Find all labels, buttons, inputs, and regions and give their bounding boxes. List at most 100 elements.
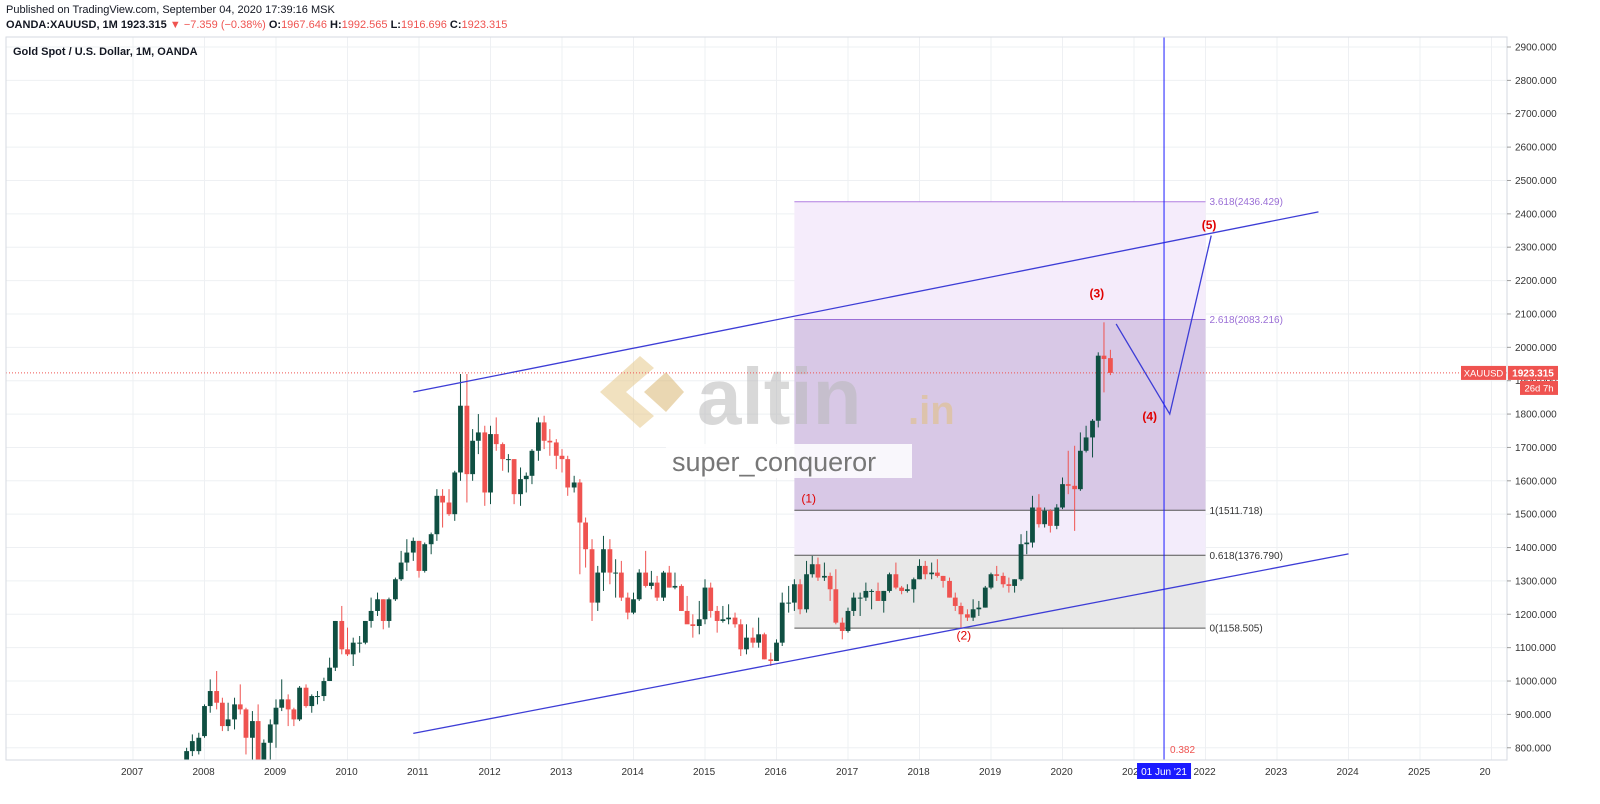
candle: [219, 697, 225, 732]
candle: [917, 559, 922, 580]
candle-body: [672, 585, 678, 588]
candle: [559, 449, 565, 473]
chart-title: Gold Spot / U.S. Dollar, 1M, OANDA: [13, 46, 198, 58]
candle-body: [893, 574, 899, 588]
candle: [833, 569, 839, 625]
candle-body: [422, 544, 428, 571]
price-tick-label: 1000.000: [1515, 677, 1557, 688]
candle-body: [196, 737, 202, 752]
candle-body: [350, 642, 356, 655]
candle: [482, 425, 488, 506]
candle-body: [428, 534, 434, 545]
candle: [267, 719, 273, 760]
candle: [196, 732, 202, 755]
time-tick-label: 202: [1122, 767, 1139, 778]
cursor-date-tag: [1137, 763, 1192, 779]
candle-body: [589, 549, 595, 603]
candle-body: [398, 562, 404, 580]
candle: [237, 684, 243, 715]
candle: [309, 694, 315, 713]
candle-body: [553, 442, 559, 456]
candle-body: [690, 624, 696, 626]
price-tick-label: 2900.000: [1515, 43, 1557, 54]
candle-body: [255, 721, 261, 760]
candle: [607, 539, 613, 585]
ohlc-header: OANDA:XAUUSD, 1M 1923.315 ▼ −7.359 (−0.3…: [6, 19, 507, 31]
candle: [350, 637, 356, 667]
time-tick-label: 2011: [407, 767, 429, 778]
candle: [756, 617, 762, 648]
candle: [577, 479, 583, 575]
candle-body: [857, 597, 863, 599]
candle-body: [475, 432, 481, 441]
marker-value-label: 0.382: [1170, 745, 1195, 756]
candle: [696, 600, 702, 635]
candle-body: [1024, 542, 1030, 545]
candle-body: [488, 434, 493, 493]
candle: [368, 597, 374, 628]
candle-body: [267, 724, 273, 743]
candle-body: [1047, 510, 1053, 526]
candle-body: [708, 587, 714, 611]
candle-body: [393, 579, 398, 600]
candle: [529, 449, 535, 485]
candle: [464, 374, 470, 503]
candle-body: [362, 620, 368, 643]
candle-body: [219, 702, 225, 727]
candle-body: [529, 450, 535, 476]
candle: [273, 699, 279, 748]
candle-body: [815, 564, 821, 578]
candle: [863, 582, 869, 601]
watermark-brand-suffix: .in: [908, 389, 955, 433]
candle: [565, 455, 571, 496]
candle-body: [583, 522, 588, 550]
candle-body: [648, 582, 654, 586]
fib-level-label: 3.618(2436.429): [1210, 197, 1283, 208]
close-label: C:: [449, 19, 462, 31]
time-tick-label: 2012: [479, 767, 502, 778]
candle-body: [791, 584, 797, 603]
candle: [857, 592, 863, 616]
candle-body: [965, 614, 970, 618]
candle: [189, 734, 195, 757]
logo-shape: [600, 356, 654, 428]
candle: [1060, 477, 1065, 510]
candle-body: [189, 741, 195, 752]
candle: [952, 592, 958, 611]
candle-body: [446, 502, 452, 515]
candle-body: [452, 472, 458, 515]
candle: [1083, 425, 1089, 453]
upper-channel-line: [413, 211, 1319, 393]
open-value: 1967.646: [281, 19, 327, 31]
time-tick-label: 2018: [908, 767, 931, 778]
candle: [904, 584, 910, 593]
time-tick-label: 2016: [765, 767, 788, 778]
candle-body: [661, 572, 666, 598]
candle-body: [720, 619, 726, 621]
candle-body: [899, 587, 905, 591]
candle: [500, 442, 506, 471]
candle-body: [1018, 544, 1024, 580]
candle-body: [559, 455, 565, 460]
candle-body: [184, 751, 190, 760]
high-label: H:: [330, 19, 342, 31]
candle: [869, 589, 874, 610]
candle: [279, 679, 285, 712]
price-tick-label: 1500.000: [1515, 510, 1557, 521]
candle: [732, 612, 738, 628]
candle: [357, 635, 363, 653]
candle: [202, 704, 207, 738]
candle: [875, 582, 881, 601]
candle: [994, 565, 1000, 581]
candle-body: [386, 599, 392, 621]
candle-body: [541, 422, 547, 441]
candle-body: [547, 440, 553, 443]
candle-body: [929, 572, 935, 575]
last-price: 1923.315: [120, 19, 167, 31]
candle: [636, 569, 642, 601]
price-tick-label: 2800.000: [1515, 76, 1557, 87]
candle: [761, 632, 767, 660]
candle-body: [470, 440, 476, 475]
candle: [332, 620, 338, 672]
